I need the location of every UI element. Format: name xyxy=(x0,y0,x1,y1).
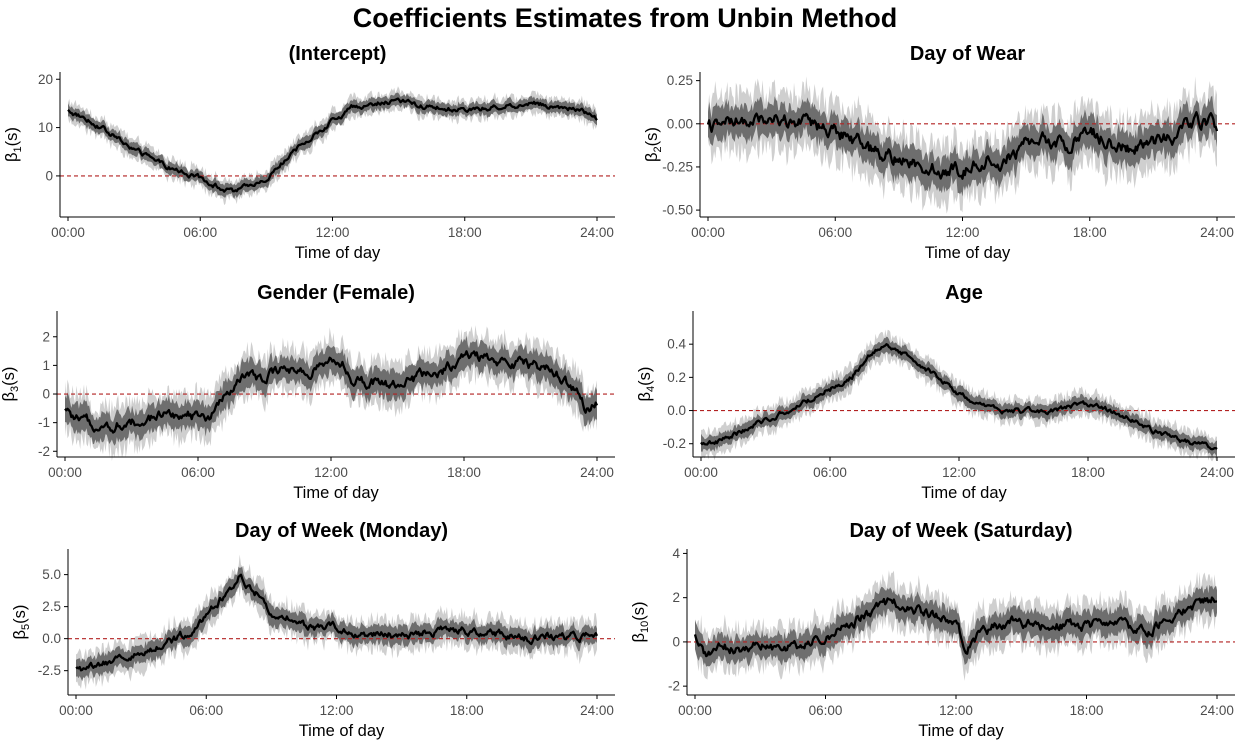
main-title: Coefficients Estimates from Unbin Method xyxy=(352,3,898,33)
panel-5-y-axis-label: β5(s) xyxy=(11,605,32,640)
panel-1-x-axis-label: Time of day xyxy=(295,244,381,262)
panel-6-y-tick-label: -2 xyxy=(668,679,680,694)
panel-4-y-tick-label: 0.4 xyxy=(667,337,686,352)
panel-2-title: Day of Wear xyxy=(910,43,1025,65)
panel-4-ci-inner-band xyxy=(701,336,1217,458)
panel-2-y-tick-label: -0.25 xyxy=(662,159,693,174)
panel-4-title: Age xyxy=(945,282,983,304)
panel-3-y-tick-label: 1 xyxy=(42,358,50,373)
panel-2-x-tick-label: 06:00 xyxy=(818,225,852,240)
panel-3-y-tick-label: -1 xyxy=(38,415,50,430)
panel-1-x-tick-label: 18:00 xyxy=(448,225,482,240)
panel-1-x-tick-label: 06:00 xyxy=(183,225,217,240)
panel-6-x-tick-label: 24:00 xyxy=(1200,703,1234,718)
panel-1: 00:00 06:00 12:00 18:00 24:00 0 10 20 (Intercept… xyxy=(3,43,615,262)
panel-1-ci-inner-band xyxy=(68,92,597,199)
panel-1-y-tick-label: 10 xyxy=(38,120,53,135)
panel-4-estimate-line xyxy=(700,343,1218,451)
panel-4-x-tick-label: 24:00 xyxy=(1200,465,1234,480)
panel-3: 00:00 06:00 12:00 18:00 24:00 -2 -1 0 1 2 Gender (… xyxy=(0,282,615,502)
panel-1-x-tick-label: 12:00 xyxy=(316,225,350,240)
panel-4-x-tick-label: 12:00 xyxy=(942,465,976,480)
panel-1-title: (Intercept) xyxy=(289,43,387,65)
panel-1-y-tick-label: 20 xyxy=(38,72,53,87)
panel-3-x-tick-label: 24:00 xyxy=(580,465,614,480)
panel-3-x-tick-label: 12:00 xyxy=(314,465,348,480)
panel-2-y-tick-label: 0.25 xyxy=(667,73,693,88)
panel-5-y-tick-label: -2.5 xyxy=(38,663,61,678)
panel-6-x-tick-label: 00:00 xyxy=(678,703,712,718)
panel-2-y-axis-label: β2(s) xyxy=(643,127,664,162)
panel-3-y-axis-label: β3(s) xyxy=(0,367,21,402)
panel-6-title: Day of Week (Saturday) xyxy=(849,520,1072,542)
panel-1-estimate-line xyxy=(67,97,598,193)
panel-2-x-tick-label: 18:00 xyxy=(1073,225,1107,240)
panel-6-x-tick-label: 12:00 xyxy=(939,703,973,718)
panel-3-estimate-line xyxy=(64,350,599,434)
panel-5-x-axis-label: Time of day xyxy=(299,722,385,740)
panel-3-x-axis-label: Time of day xyxy=(293,484,379,502)
panel-3-ci-outer-band xyxy=(65,325,597,462)
panel-2-y-tick-label: -0.50 xyxy=(662,203,693,218)
panel-2-y-tick-label: 0.00 xyxy=(667,116,693,131)
panel-5-y-tick-label: 0.0 xyxy=(42,631,61,646)
panel-2-x-tick-label: 12:00 xyxy=(946,225,980,240)
panel-6-y-tick-label: 0 xyxy=(672,634,680,649)
panel-6-x-tick-label: 06:00 xyxy=(809,703,843,718)
panel-2: 00:00 06:00 12:00 18:00 24:00 -0.50 -0.25 0.00 0… xyxy=(643,43,1235,262)
panel-1-x-tick-label: 00:00 xyxy=(51,225,85,240)
panel-3-x-tick-label: 00:00 xyxy=(48,465,82,480)
panel-6-y-axis-label: β10(s) xyxy=(630,602,651,643)
panel-5-x-tick-label: 12:00 xyxy=(320,703,354,718)
panel-4: 00:00 06:00 12:00 18:00 24:00 -0.2 0.0 0.2 0.4 Ag… xyxy=(636,282,1235,502)
panel-2-estimate-line xyxy=(706,111,1219,180)
panel-3-y-tick-label: 0 xyxy=(42,387,50,402)
panel-4-x-axis-label: Time of day xyxy=(921,484,1007,502)
panel-2-x-tick-label: 24:00 xyxy=(1200,225,1234,240)
panel-5-y-tick-label: 2.5 xyxy=(42,599,61,614)
panel-5-x-tick-label: 00:00 xyxy=(59,703,93,718)
panel-3-ci-inner-band xyxy=(65,335,597,446)
panel-6: 00:00 06:00 12:00 18:00 24:00 -2 0 2 4 Day of Wee… xyxy=(630,520,1235,740)
panel-3-y-tick-label: 2 xyxy=(42,329,50,344)
panel-2-x-axis-label: Time of day xyxy=(925,244,1011,262)
panel-3-title: Gender (Female) xyxy=(257,282,415,304)
panel-5-x-tick-label: 18:00 xyxy=(450,703,484,718)
panel-6-x-tick-label: 18:00 xyxy=(1070,703,1104,718)
panel-3-x-tick-label: 06:00 xyxy=(181,465,215,480)
panel-2-ci-inner-band xyxy=(708,95,1217,197)
panel-3-y-tick-label: -2 xyxy=(38,444,50,459)
panel-3-x-tick-label: 18:00 xyxy=(447,465,481,480)
panel-1-y-tick-label: 0 xyxy=(45,168,53,183)
panel-2-x-tick-label: 00:00 xyxy=(691,225,725,240)
panel-5: 00:00 06:00 12:00 18:00 24:00 -2.5 0.0 2.5 5.0 Da… xyxy=(11,520,615,740)
panel-6-estimate-line xyxy=(693,596,1217,658)
panel-5-ci-inner-band xyxy=(76,566,597,682)
panel-4-y-axis-label: β4(s) xyxy=(636,367,657,402)
panel-5-y-tick-label: 5.0 xyxy=(42,567,61,582)
panel-6-y-tick-label: 4 xyxy=(672,546,680,561)
panel-5-x-tick-label: 06:00 xyxy=(189,703,223,718)
panel-5-x-tick-label: 24:00 xyxy=(580,703,614,718)
panel-5-title: Day of Week (Monday) xyxy=(235,520,448,542)
panel-4-x-tick-label: 00:00 xyxy=(684,465,718,480)
panel-4-x-tick-label: 06:00 xyxy=(813,465,847,480)
panel-4-y-tick-label: 0.0 xyxy=(667,403,686,418)
panel-2-ci-outer-band xyxy=(708,76,1217,214)
panel-4-y-tick-label: 0.2 xyxy=(667,370,686,385)
panel-5-estimate-line xyxy=(75,573,599,672)
panel-4-y-tick-label: -0.2 xyxy=(663,436,686,451)
panel-4-x-tick-label: 18:00 xyxy=(1071,465,1105,480)
panel-6-x-axis-label: Time of day xyxy=(918,722,1004,740)
panel-1-y-axis-label: β1(s) xyxy=(3,127,24,162)
panel-6-ci-inner-band xyxy=(695,584,1217,667)
panel-6-y-tick-label: 2 xyxy=(672,590,680,605)
panel-1-x-tick-label: 24:00 xyxy=(580,225,614,240)
